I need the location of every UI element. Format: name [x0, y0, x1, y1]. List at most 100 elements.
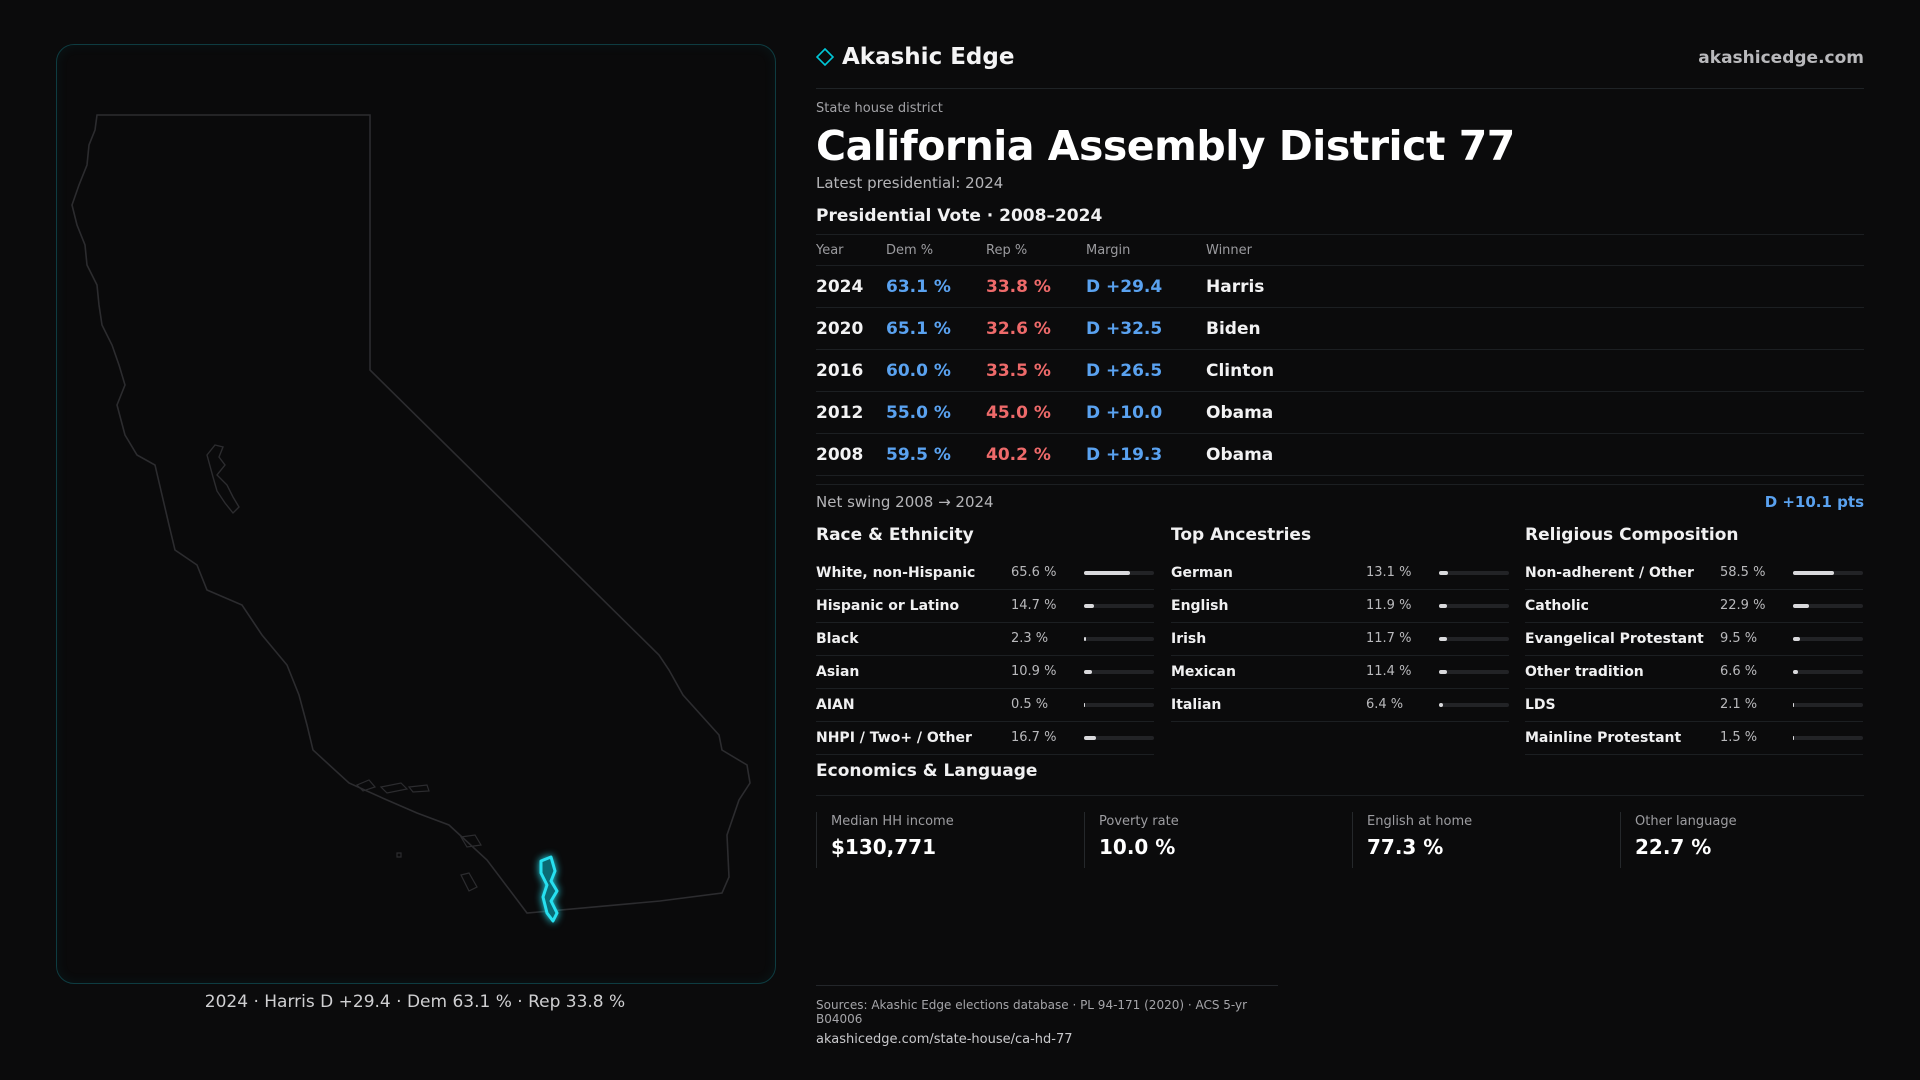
table-header-row: Year Dem % Rep % Margin Winner [816, 235, 1864, 266]
year-cell: 2024 [816, 265, 886, 308]
rep-cell: 33.8 % [986, 265, 1086, 308]
ancestry-row: Irish 11.7 % [1171, 623, 1509, 656]
religion-label: Non-adherent / Other [1525, 565, 1694, 581]
presidential-vote-table: Year Dem % Rep % Margin Winner 2024 63.1… [816, 235, 1864, 476]
table-row: 2016 60.0 % 33.5 % D +26.5 Clinton [816, 349, 1864, 392]
race-bar-track [1084, 604, 1154, 608]
race-percent: 16.7 % [1011, 730, 1057, 745]
race-ethnicity-panel: Race & Ethnicity White, non-Hispanic 65.6… [816, 525, 1154, 755]
channel-island [460, 872, 478, 892]
dem-cell: 59.5 % [886, 433, 986, 476]
ancestry-label: Mexican [1171, 664, 1236, 680]
stat-label: Median HH income [831, 814, 954, 829]
religion-bar-track [1793, 571, 1863, 575]
ancestry-label: Italian [1171, 697, 1222, 713]
stat-median-income: Median HH income $130,771 [816, 812, 1046, 868]
ancestry-bar-track [1439, 604, 1509, 608]
channel-island [355, 779, 377, 792]
religion-row: Evangelical Protestant 9.5 % [1525, 623, 1863, 656]
religion-panel: Religious Composition Non-adherent / Oth… [1525, 525, 1863, 755]
stat-value: 10.0 % [1099, 835, 1176, 859]
stat-label: Poverty rate [1099, 814, 1179, 829]
race-bar-fill [1084, 604, 1095, 608]
race-bar-track [1084, 637, 1154, 641]
ancestry-bar-track [1439, 571, 1509, 575]
religion-bar-fill [1793, 571, 1834, 575]
stat-value: 77.3 % [1367, 835, 1444, 859]
net-swing-value: D +10.1 pts [1764, 493, 1864, 511]
dem-cell: 65.1 % [886, 307, 986, 350]
presidential-vote-title: Presidential Vote · 2008–2024 [816, 206, 1864, 235]
dem-cell: 60.0 % [886, 349, 986, 392]
race-percent: 10.9 % [1011, 664, 1057, 679]
race-percent: 14.7 % [1011, 598, 1057, 613]
sources-footer: Sources: Akashic Edge elections database… [816, 985, 1278, 1047]
religion-label: Catholic [1525, 598, 1589, 614]
race-percent: 65.6 % [1011, 565, 1057, 580]
ancestry-bar-fill [1439, 571, 1449, 575]
race-bar-track [1084, 703, 1154, 707]
channel-island [379, 782, 409, 794]
ancestries-title: Top Ancestries [1171, 525, 1312, 545]
dem-cell: 55.0 % [886, 391, 986, 434]
brand-url[interactable]: akashicedge.com [1698, 48, 1864, 68]
sf-bay [206, 444, 240, 515]
district-map [56, 44, 776, 984]
race-row: NHPI / Two+ / Other 16.7 % [816, 722, 1154, 755]
ancestry-label: Irish [1171, 631, 1207, 647]
margin-cell: D +26.5 [1086, 349, 1206, 392]
ancestry-row: Italian 6.4 % [1171, 689, 1509, 722]
stat-label: English at home [1367, 814, 1473, 829]
religion-percent: 1.5 % [1720, 730, 1758, 745]
sources-text: Sources: Akashic Edge elections database… [816, 998, 1248, 1026]
ancestry-percent: 6.4 % [1366, 697, 1404, 712]
religion-percent: 6.6 % [1720, 664, 1758, 679]
table-row: 2020 65.1 % 32.6 % D +32.5 Biden [816, 307, 1864, 350]
stat-value: 22.7 % [1635, 835, 1712, 859]
religion-bar-fill [1793, 703, 1795, 707]
ancestry-bar-fill [1439, 604, 1448, 608]
religion-title: Religious Composition [1525, 525, 1739, 545]
religion-bar-track [1793, 703, 1863, 707]
district-77-highlight [539, 855, 559, 923]
religion-label: Evangelical Protestant [1525, 631, 1704, 647]
column-header-dem: Dem % [886, 235, 986, 266]
margin-cell: D +10.0 [1086, 391, 1206, 434]
page-title: California Assembly District 77 [816, 122, 1515, 170]
year-cell: 2012 [816, 391, 886, 434]
religion-bar-track [1793, 604, 1863, 608]
race-bar-fill [1084, 703, 1086, 707]
district-type-label: State house district [816, 101, 943, 116]
race-bar-fill [1084, 670, 1092, 674]
stat-other-language: Other language 22.7 % [1620, 812, 1850, 868]
margin-cell: D +19.3 [1086, 433, 1206, 476]
religion-bar-fill [1793, 736, 1795, 740]
race-row: White, non-Hispanic 65.6 % [816, 557, 1154, 590]
ancestry-bar-fill [1439, 670, 1447, 674]
ancestry-label: English [1171, 598, 1229, 614]
ancestry-row: Mexican 11.4 % [1171, 656, 1509, 689]
ancestry-bar-fill [1439, 637, 1448, 641]
religion-bar-track [1793, 637, 1863, 641]
ancestry-bar-fill [1439, 703, 1444, 707]
column-header-margin: Margin [1086, 235, 1206, 266]
map-caption: 2024 · Harris D +29.4 · Dem 63.1 % · Rep… [204, 992, 626, 1012]
economics-title: Economics & Language [816, 761, 1864, 796]
race-bar-fill [1084, 637, 1086, 641]
religion-label: Other tradition [1525, 664, 1644, 680]
religion-bar-track [1793, 670, 1863, 674]
race-label: AIAN [816, 697, 855, 713]
source-link[interactable]: akashicedge.com/state-house/ca-hd-77 [816, 1032, 1073, 1047]
race-percent: 2.3 % [1011, 631, 1049, 646]
race-label: White, non-Hispanic [816, 565, 976, 581]
religion-bar-fill [1793, 670, 1798, 674]
year-cell: 2008 [816, 433, 886, 476]
ancestries-panel: Top Ancestries German 13.1 % English 11.9 %… [1171, 525, 1509, 722]
race-bar-fill [1084, 736, 1096, 740]
channel-island [396, 852, 402, 858]
race-label: Asian [816, 664, 860, 680]
column-header-rep: Rep % [986, 235, 1086, 266]
ancestry-bar-track [1439, 670, 1509, 674]
religion-label: Mainline Protestant [1525, 730, 1682, 746]
ancestry-bar-track [1439, 637, 1509, 641]
